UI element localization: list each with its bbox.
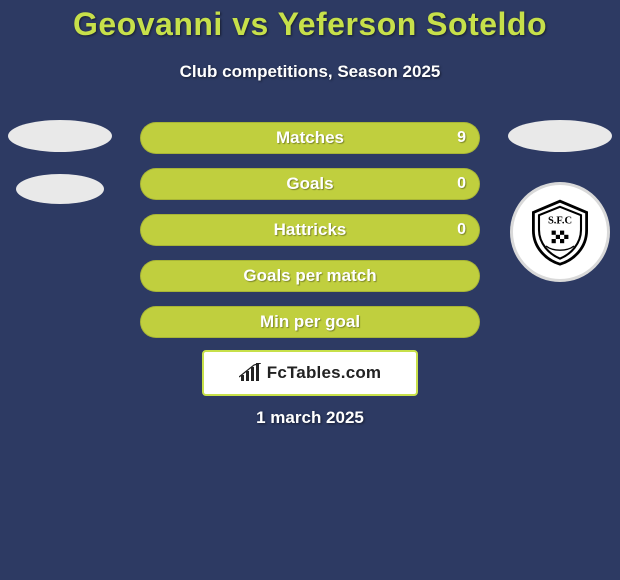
- date-caption: 1 march 2025: [0, 408, 620, 428]
- stat-row-min-per-goal: Min per goal: [140, 306, 480, 338]
- shield-icon: S.F.C: [525, 197, 595, 267]
- stat-label: Matches: [140, 128, 480, 148]
- bar-chart-icon: [239, 363, 261, 383]
- page-title: Geovanni vs Yeferson Soteldo: [0, 6, 620, 43]
- stat-right-value: 9: [457, 129, 466, 147]
- page-subtitle: Club competitions, Season 2025: [0, 62, 620, 82]
- stat-label: Min per goal: [140, 312, 480, 332]
- left-player-column: [5, 120, 115, 226]
- stat-row-matches: Matches 9: [140, 122, 480, 154]
- right-club-badge: S.F.C: [510, 182, 610, 282]
- stat-label: Goals: [140, 174, 480, 194]
- badge-text: S.F.C: [548, 216, 572, 227]
- stat-right-value: 0: [457, 175, 466, 193]
- left-club-badge-placeholder: [16, 174, 104, 204]
- brand-text: FcTables.com: [267, 363, 382, 383]
- comparison-infographic: Geovanni vs Yeferson Soteldo Club compet…: [0, 0, 620, 580]
- right-player-avatar-placeholder: [508, 120, 612, 152]
- stat-label: Hattricks: [140, 220, 480, 240]
- stat-row-goals: Goals 0: [140, 168, 480, 200]
- brand-attribution: FcTables.com: [202, 350, 418, 396]
- right-player-column: S.F.C: [505, 120, 615, 282]
- stat-right-value: 0: [457, 221, 466, 239]
- left-player-avatar-placeholder: [8, 120, 112, 152]
- stat-label: Goals per match: [140, 266, 480, 286]
- stat-row-goals-per-match: Goals per match: [140, 260, 480, 292]
- stat-rows: Matches 9 Goals 0 Hattricks 0 Goals per …: [140, 122, 480, 352]
- stat-row-hattricks: Hattricks 0: [140, 214, 480, 246]
